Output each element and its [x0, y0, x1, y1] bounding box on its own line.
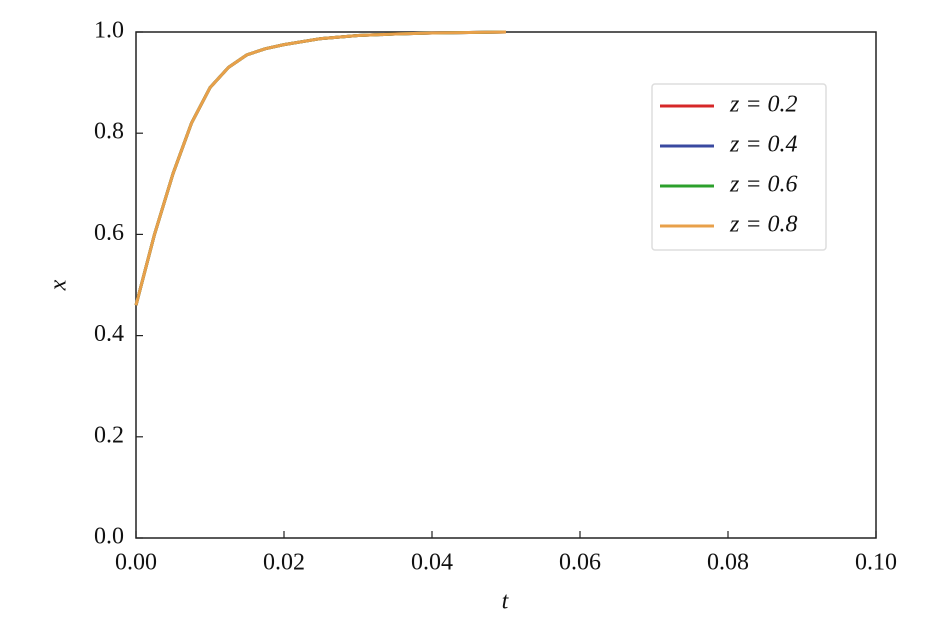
line-series: [134, 30, 507, 306]
legend-label: z = 0.8: [729, 212, 798, 238]
x-axis-label: t: [502, 589, 510, 615]
legend-box: [651, 83, 827, 251]
legend-label: z = 0.6: [729, 172, 798, 198]
y-tick-label: 0.2: [94, 422, 124, 448]
x-tick-label: 0.10: [855, 550, 897, 576]
y-tick-label: 1.0: [94, 18, 124, 44]
legend-label: z = 0.4: [729, 132, 798, 158]
y-tick-label: 0.6: [94, 220, 124, 246]
x-tick-label: 0.06: [559, 550, 601, 576]
y-tick-label: 0.0: [94, 524, 124, 550]
y-tick-label: 0.8: [94, 119, 124, 145]
x-tick-label: 0.00: [115, 550, 157, 576]
line-series: [134, 30, 507, 306]
line-series: [134, 30, 507, 306]
x-tick-label: 0.04: [411, 550, 453, 576]
x-tick-label: 0.02: [263, 550, 305, 576]
line-series: [134, 30, 507, 306]
y-axis-label: x: [46, 279, 72, 291]
legend-label: z = 0.2: [729, 92, 798, 118]
x-tick-label: 0.08: [707, 550, 749, 576]
plot-frame: [135, 31, 877, 539]
y-tick-label: 0.4: [94, 321, 124, 347]
